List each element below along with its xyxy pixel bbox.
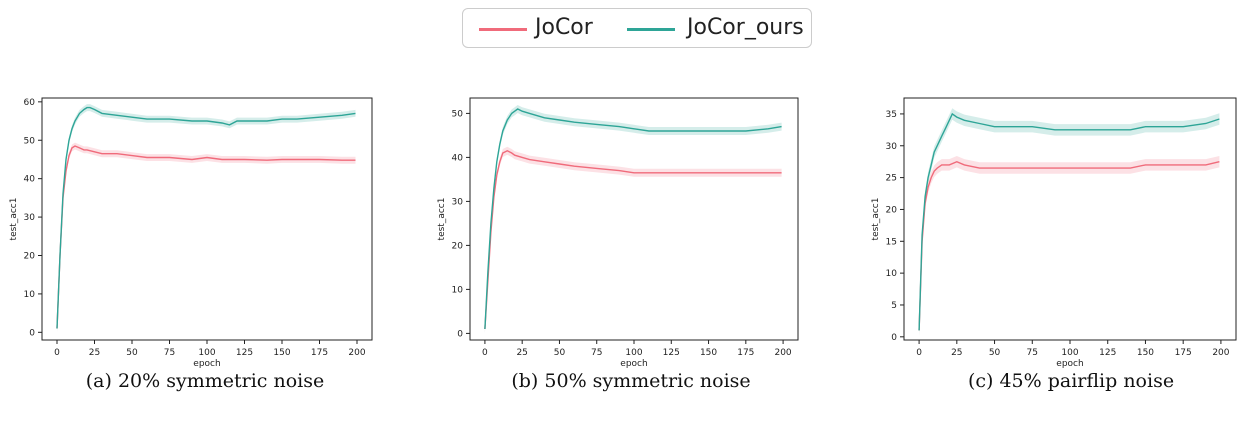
x-tick-label: 25 (951, 348, 962, 358)
chart-50-symmetric: 0 25 50 75 100 125 150 175 200 0 10 20 30 40 50 epoch te… (437, 97, 799, 369)
x-tick-label: 200 (1212, 348, 1229, 358)
chart-20-symmetric: 0 25 50 75 100 125 150 175 200 0 10 20 30 40 50 60 epoch… (9, 97, 373, 369)
y-tick-label: 60 (24, 98, 36, 108)
y-tick-label: 35 (886, 110, 897, 120)
x-tick-label: 75 (164, 348, 175, 358)
x-tick-label: 25 (516, 348, 527, 358)
x-tick-label: 125 (236, 348, 253, 358)
x-tick-label: 50 (126, 348, 138, 358)
x-tick-label: 0 (916, 348, 922, 358)
y-tick-label: 20 (452, 241, 464, 251)
x-tick-label: 150 (1137, 348, 1154, 358)
x-tick-label: 75 (591, 348, 602, 358)
x-axis-label: epoch (1056, 359, 1083, 369)
y-tick-label: 15 (886, 237, 897, 247)
y-tick-label: 0 (891, 333, 897, 343)
legend: JoCor JoCor_ours (462, 8, 812, 48)
band-jocor (919, 156, 1220, 337)
caption-c: (c) 45% pairflip noise (967, 370, 1175, 392)
y-tick-label: 30 (886, 142, 898, 152)
band-jocor (484, 146, 782, 333)
y-tick-label: 20 (24, 251, 36, 261)
x-tick-label: 100 (625, 348, 642, 358)
x-tick-label: 0 (54, 348, 60, 358)
y-tick-label: 10 (452, 285, 464, 295)
caption-b: (b) 50% symmetric noise (511, 370, 751, 392)
series-line-jocor (484, 150, 782, 330)
series-line-jocor-ours (484, 108, 782, 330)
x-tick-label: 200 (348, 348, 365, 358)
chart-45-pairflip: 0 25 50 75 100 125 150 175 200 0 5 10 15 20 25 30 35 epoc… (871, 97, 1237, 369)
x-tick-label: 125 (663, 348, 680, 358)
legend-label-jocor: JoCor (535, 15, 593, 40)
band-jocor-ours (919, 108, 1220, 337)
x-tick-label: 100 (1061, 348, 1078, 358)
band-jocor-ours (484, 105, 782, 333)
y-tick-label: 10 (886, 269, 898, 279)
series-line-jocor-ours (918, 112, 1220, 331)
plot-frame (41, 97, 373, 341)
legend-line-jocor-ours (627, 28, 675, 31)
y-axis-label: test_acc1 (437, 198, 447, 241)
y-tick-label: 30 (452, 197, 464, 207)
y-tick-label: 5 (891, 301, 897, 311)
x-tick-label: 175 (311, 348, 328, 358)
x-tick-label: 100 (198, 348, 215, 358)
x-tick-label: 200 (774, 348, 791, 358)
y-tick-label: 40 (452, 153, 464, 163)
band-jocor (57, 142, 356, 332)
y-axis-label: test_acc1 (9, 198, 19, 241)
series-line-jocor-ours (56, 106, 356, 329)
x-tick-label: 75 (1027, 348, 1038, 358)
y-tick-label: 50 (24, 136, 36, 146)
series-line-jocor (918, 160, 1220, 331)
y-tick-label: 0 (29, 328, 35, 338)
x-tick-label: 175 (737, 348, 754, 358)
y-axis-label: test_acc1 (871, 198, 881, 241)
x-axis-label: epoch (620, 359, 647, 369)
x-tick-label: 150 (700, 348, 717, 358)
y-tick-label: 30 (24, 213, 36, 223)
y-tick-label: 10 (24, 290, 36, 300)
legend-label-jocor-ours: JoCor_ours (687, 15, 804, 40)
y-tick-label: 25 (886, 174, 897, 184)
x-tick-label: 50 (554, 348, 566, 358)
y-tick-label: 50 (452, 109, 464, 119)
x-tick-label: 175 (1175, 348, 1192, 358)
x-tick-label: 125 (1099, 348, 1116, 358)
y-tick-label: 20 (886, 205, 898, 215)
x-tick-label: 50 (989, 348, 1001, 358)
y-tick-label: 40 (24, 175, 36, 185)
y-tick-label: 0 (457, 329, 463, 339)
x-axis-label: epoch (193, 359, 220, 369)
series-line-jocor (56, 145, 356, 329)
band-jocor-ours (57, 104, 356, 332)
x-tick-label: 0 (482, 348, 488, 358)
legend-line-jocor (479, 28, 527, 31)
x-tick-label: 25 (89, 348, 100, 358)
x-tick-label: 150 (273, 348, 290, 358)
caption-a: (a) 20% symmetric noise (85, 370, 325, 392)
